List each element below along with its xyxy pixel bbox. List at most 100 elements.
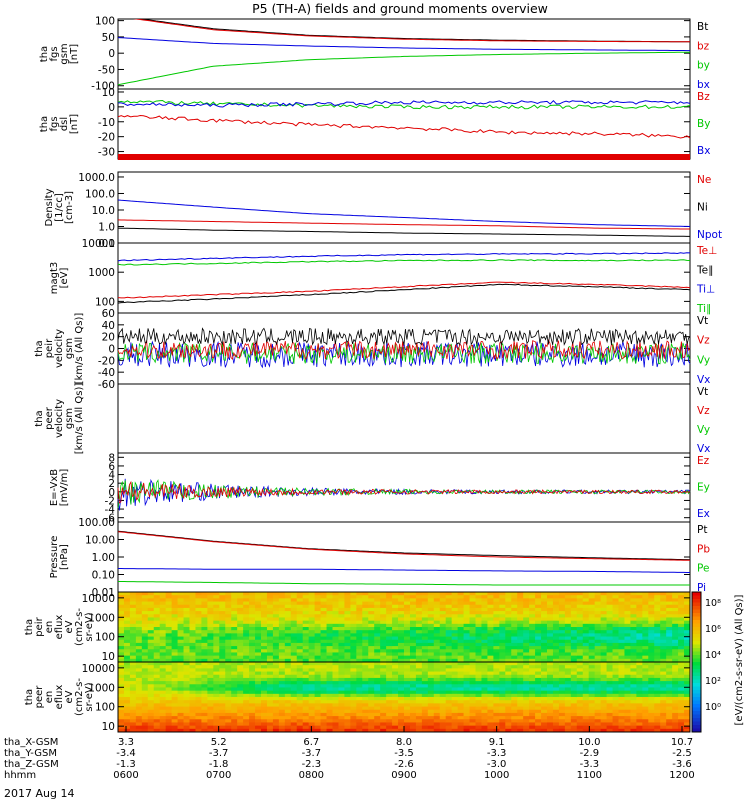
spectrogram-cell bbox=[314, 722, 321, 727]
spectrogram-cell bbox=[636, 604, 643, 609]
spectrogram-cell bbox=[481, 636, 488, 641]
spectrogram-cell bbox=[433, 684, 441, 688]
spectrogram-cell bbox=[338, 700, 345, 704]
spectrogram-cell bbox=[618, 709, 625, 714]
spectrogram-cell bbox=[517, 671, 524, 676]
spectrogram-cell bbox=[552, 646, 560, 650]
spectrogram-cell bbox=[624, 722, 631, 727]
spectrogram-cell bbox=[123, 607, 131, 612]
spectrogram-cell bbox=[624, 636, 631, 641]
spectrogram-cell bbox=[535, 671, 542, 676]
spectrogram-cell bbox=[672, 700, 679, 704]
spectrogram-cell bbox=[529, 687, 536, 692]
spectrogram-cell bbox=[582, 712, 590, 717]
spectrogram-cell bbox=[243, 703, 250, 707]
spectrogram-cell bbox=[219, 687, 226, 692]
spectrogram-cell bbox=[278, 671, 286, 676]
spectrogram-cell bbox=[654, 595, 661, 599]
spectrogram-cell bbox=[648, 665, 655, 669]
spectrogram-cell bbox=[320, 592, 327, 596]
spectrogram-cell bbox=[165, 697, 173, 701]
spectrogram-cell bbox=[666, 642, 673, 647]
spectrogram-cell bbox=[618, 697, 625, 701]
spectrogram-cell bbox=[183, 617, 190, 622]
spectrogram-cell bbox=[499, 728, 506, 733]
spectrogram-cell bbox=[135, 601, 143, 606]
y-axis-label: [nPa] bbox=[59, 544, 70, 570]
colorbar-segment bbox=[692, 693, 701, 698]
spectrogram-cell bbox=[475, 722, 482, 727]
spectrogram-cell bbox=[296, 607, 304, 612]
spectrogram-cell bbox=[213, 684, 220, 688]
spectrogram-cell bbox=[284, 716, 292, 720]
y-tick-label: 6 bbox=[108, 461, 115, 473]
spectrogram-cell bbox=[576, 607, 584, 612]
spectrogram-cell bbox=[552, 649, 560, 653]
spectrogram-cell bbox=[445, 684, 453, 688]
spectrogram-cell bbox=[421, 681, 429, 685]
spectrogram-cell bbox=[302, 623, 310, 628]
spectrogram-cell bbox=[588, 649, 596, 653]
spectrogram-cell bbox=[433, 668, 441, 672]
spectrogram-cell bbox=[445, 607, 453, 612]
spectrogram-cell bbox=[278, 614, 286, 618]
spectrogram-cell bbox=[243, 728, 250, 733]
spectrogram-cell bbox=[231, 706, 238, 711]
y-axis-label: eflux bbox=[54, 615, 65, 640]
spectrogram-cell bbox=[296, 617, 304, 622]
spectrogram-cell bbox=[123, 655, 131, 660]
spectrogram-cell bbox=[439, 706, 447, 711]
spectrogram-cell bbox=[177, 636, 184, 641]
series-Pi bbox=[118, 568, 690, 573]
spectrogram-cell bbox=[284, 617, 292, 622]
spectrogram-cell bbox=[558, 617, 566, 622]
spectrogram-cell bbox=[314, 703, 321, 707]
spectrogram-cell bbox=[392, 725, 399, 730]
spectrogram-cell bbox=[600, 697, 607, 701]
spectrogram-cell bbox=[570, 728, 578, 733]
spectrogram-cell bbox=[415, 642, 423, 647]
spectrogram-cell bbox=[141, 716, 149, 720]
spectrogram-cell bbox=[606, 607, 613, 612]
spectrogram-cell bbox=[630, 662, 637, 666]
velocity-trace bbox=[117, 327, 691, 346]
spectrogram-cell bbox=[558, 681, 566, 685]
spectrogram-cell bbox=[570, 716, 578, 720]
y-tick-label: -40 bbox=[98, 367, 115, 379]
spectrogram-cell bbox=[135, 611, 143, 615]
spectrogram-cell bbox=[612, 674, 619, 679]
spectrogram-cell bbox=[141, 662, 149, 666]
spectrogram-cell bbox=[261, 709, 268, 714]
spectrogram-cell bbox=[195, 617, 202, 622]
spectrogram-cell bbox=[332, 671, 339, 676]
spectrogram-cell bbox=[147, 607, 155, 612]
spectrogram-cell bbox=[153, 665, 161, 669]
spectrogram-cell bbox=[451, 658, 459, 663]
spectrogram-cell bbox=[600, 627, 607, 631]
spectrogram-cell bbox=[570, 671, 578, 676]
spectrogram-cell bbox=[118, 700, 125, 704]
spectrogram-cell bbox=[225, 642, 232, 647]
spectrogram-cell bbox=[195, 649, 202, 653]
spectrogram-cell bbox=[630, 601, 637, 606]
spectrogram-cell bbox=[499, 633, 506, 637]
spectrogram-cell bbox=[332, 646, 339, 650]
spectrogram-cell bbox=[374, 700, 381, 704]
spectrogram-cell bbox=[320, 662, 327, 666]
spectrogram-cell bbox=[404, 728, 411, 733]
spectrogram-cell bbox=[332, 595, 339, 599]
spectrogram-cell bbox=[600, 725, 607, 730]
spectrogram-cell bbox=[457, 690, 464, 695]
spectrogram-cell bbox=[439, 700, 447, 704]
spectrogram-cell bbox=[606, 671, 613, 676]
spectrogram-cell bbox=[302, 690, 310, 695]
spectrogram-cell bbox=[261, 611, 268, 615]
spectrogram-cell bbox=[535, 719, 542, 723]
spectrogram-cell bbox=[326, 706, 333, 711]
spectrogram-cell bbox=[362, 674, 369, 679]
spectrogram-cell bbox=[165, 595, 173, 599]
spectrogram-cell bbox=[392, 633, 399, 637]
spectrogram-cell bbox=[660, 703, 667, 707]
spectrogram-cell bbox=[338, 693, 345, 698]
spectrogram-cell bbox=[523, 700, 530, 704]
